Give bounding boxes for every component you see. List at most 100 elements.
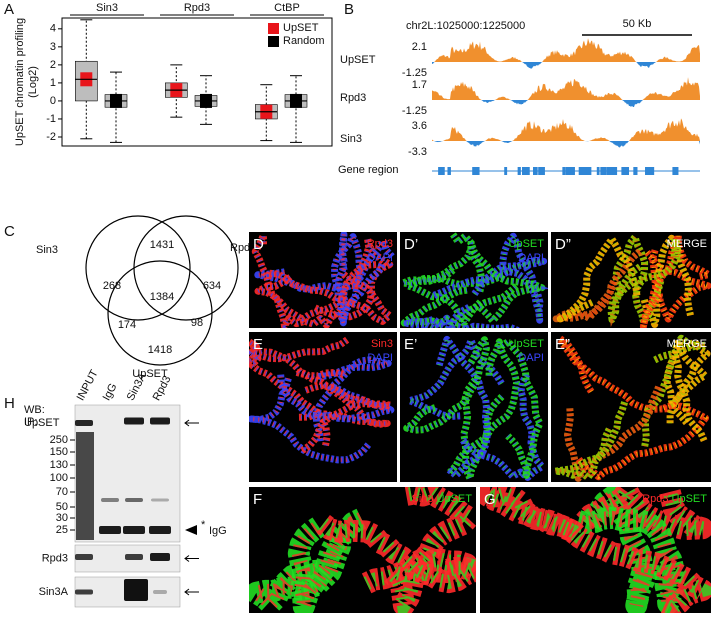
- gene-exon: [447, 167, 451, 175]
- band: [125, 554, 143, 560]
- panel-label: C: [4, 223, 15, 240]
- marker-label: 250: [50, 434, 68, 446]
- blot-label: Sin3A: [39, 586, 69, 598]
- gene-exon: [472, 167, 478, 175]
- chromosome: [575, 401, 709, 481]
- gene-exon: [672, 167, 679, 175]
- legend-label: Random: [283, 35, 325, 47]
- panel-label: F: [253, 491, 262, 508]
- channel-label: UpSET: [437, 493, 473, 505]
- track-max: 1.7: [412, 79, 427, 91]
- band: [75, 554, 93, 560]
- gene-exon: [583, 167, 592, 175]
- channel-label: DAPI: [518, 352, 544, 364]
- chromosome-band: [319, 518, 476, 590]
- channel-label: DAPI: [518, 252, 544, 264]
- marker-label: 30: [56, 512, 68, 524]
- band: [99, 526, 121, 534]
- gene-exon: [606, 167, 613, 175]
- panel-label: H: [4, 395, 15, 412]
- gene-exon: [517, 167, 521, 175]
- channel-label: MERGE: [667, 338, 707, 350]
- gene-exon: [504, 167, 508, 175]
- chromosome: [640, 234, 694, 328]
- plot-frame: [61, 17, 333, 147]
- track-min: -3.3: [408, 146, 427, 158]
- gene-exon: [572, 167, 575, 175]
- chromosome-band: [483, 487, 581, 541]
- panel-label: B: [344, 1, 354, 18]
- chromosome-band: [253, 234, 354, 328]
- chromosome-band: [565, 386, 661, 482]
- legend-swatch: [268, 23, 279, 34]
- chromosome-band: [433, 258, 545, 298]
- marker-label: 150: [50, 446, 68, 458]
- chromosome: [331, 233, 364, 322]
- gene-exon: [538, 167, 545, 175]
- igg-label: IgG: [209, 525, 227, 537]
- chromosome: [551, 401, 628, 482]
- band: [149, 526, 171, 534]
- gene-exon: [596, 167, 600, 175]
- chromosomes: [400, 232, 548, 328]
- panel-label: E”: [555, 336, 570, 353]
- gene-exon: [579, 167, 587, 175]
- channel-label: UpSET: [509, 238, 545, 250]
- chromosome-band: [402, 284, 518, 326]
- channel-label: DAPI: [367, 352, 393, 364]
- marker-label: 70: [56, 486, 68, 498]
- chromosomes: [251, 232, 395, 328]
- chromosome: [300, 382, 394, 454]
- smear: [76, 432, 94, 540]
- chromosome-band: [249, 340, 330, 446]
- set-label: Sin3: [36, 244, 58, 256]
- chromosome-band: [499, 338, 543, 476]
- legend-swatch: [268, 36, 279, 47]
- y-axis-label-line: (Log2): [27, 66, 39, 98]
- gene-exon: [562, 167, 566, 175]
- band: [151, 498, 169, 502]
- chromosome: [269, 269, 393, 325]
- gene-exon: [600, 167, 607, 175]
- signal-positive: [432, 118, 700, 141]
- chromosome-band: [555, 249, 641, 321]
- y-tick-label: 0: [50, 95, 56, 107]
- gene-exon: [521, 167, 530, 175]
- channel-label: Rpd3: [642, 493, 668, 505]
- gene-exon: [533, 167, 537, 175]
- chromosome-band: [402, 240, 485, 292]
- panel-label: D: [253, 236, 264, 253]
- channel-label: Sin3: [371, 338, 393, 350]
- venn-circle: [85, 215, 191, 321]
- chromosome-band: [401, 334, 489, 433]
- band: [75, 420, 93, 426]
- chromosome: [641, 334, 710, 447]
- arrow: [184, 588, 199, 596]
- arrowhead: [185, 525, 197, 535]
- marker-label: 100: [50, 472, 68, 484]
- group-label: Sin3: [96, 2, 118, 14]
- chromosome-band: [252, 338, 349, 379]
- chromosome-band: [249, 537, 348, 613]
- venn-count: 634: [203, 280, 221, 292]
- y-tick-label: 4: [50, 23, 56, 35]
- chromosome: [334, 232, 386, 327]
- chromosome-band: [579, 487, 705, 537]
- blot-label: Rpd3: [42, 552, 68, 564]
- chromosome: [639, 232, 711, 328]
- chromosome-band: [251, 262, 387, 322]
- chromosomes: [552, 232, 711, 328]
- arrow: [184, 419, 199, 427]
- gene-exon: [613, 167, 617, 175]
- band: [125, 498, 143, 502]
- chromosome-band: [437, 335, 490, 479]
- blot-label: UpSET: [24, 417, 60, 429]
- chromosome: [249, 377, 372, 464]
- y-tick-label: 2: [50, 59, 56, 71]
- locus: chr2L:1025000:1225000: [406, 20, 525, 32]
- set-label: UpSET: [132, 368, 168, 380]
- chromosome-band: [558, 336, 668, 412]
- band: [153, 590, 167, 594]
- y-tick-label: 3: [50, 41, 56, 53]
